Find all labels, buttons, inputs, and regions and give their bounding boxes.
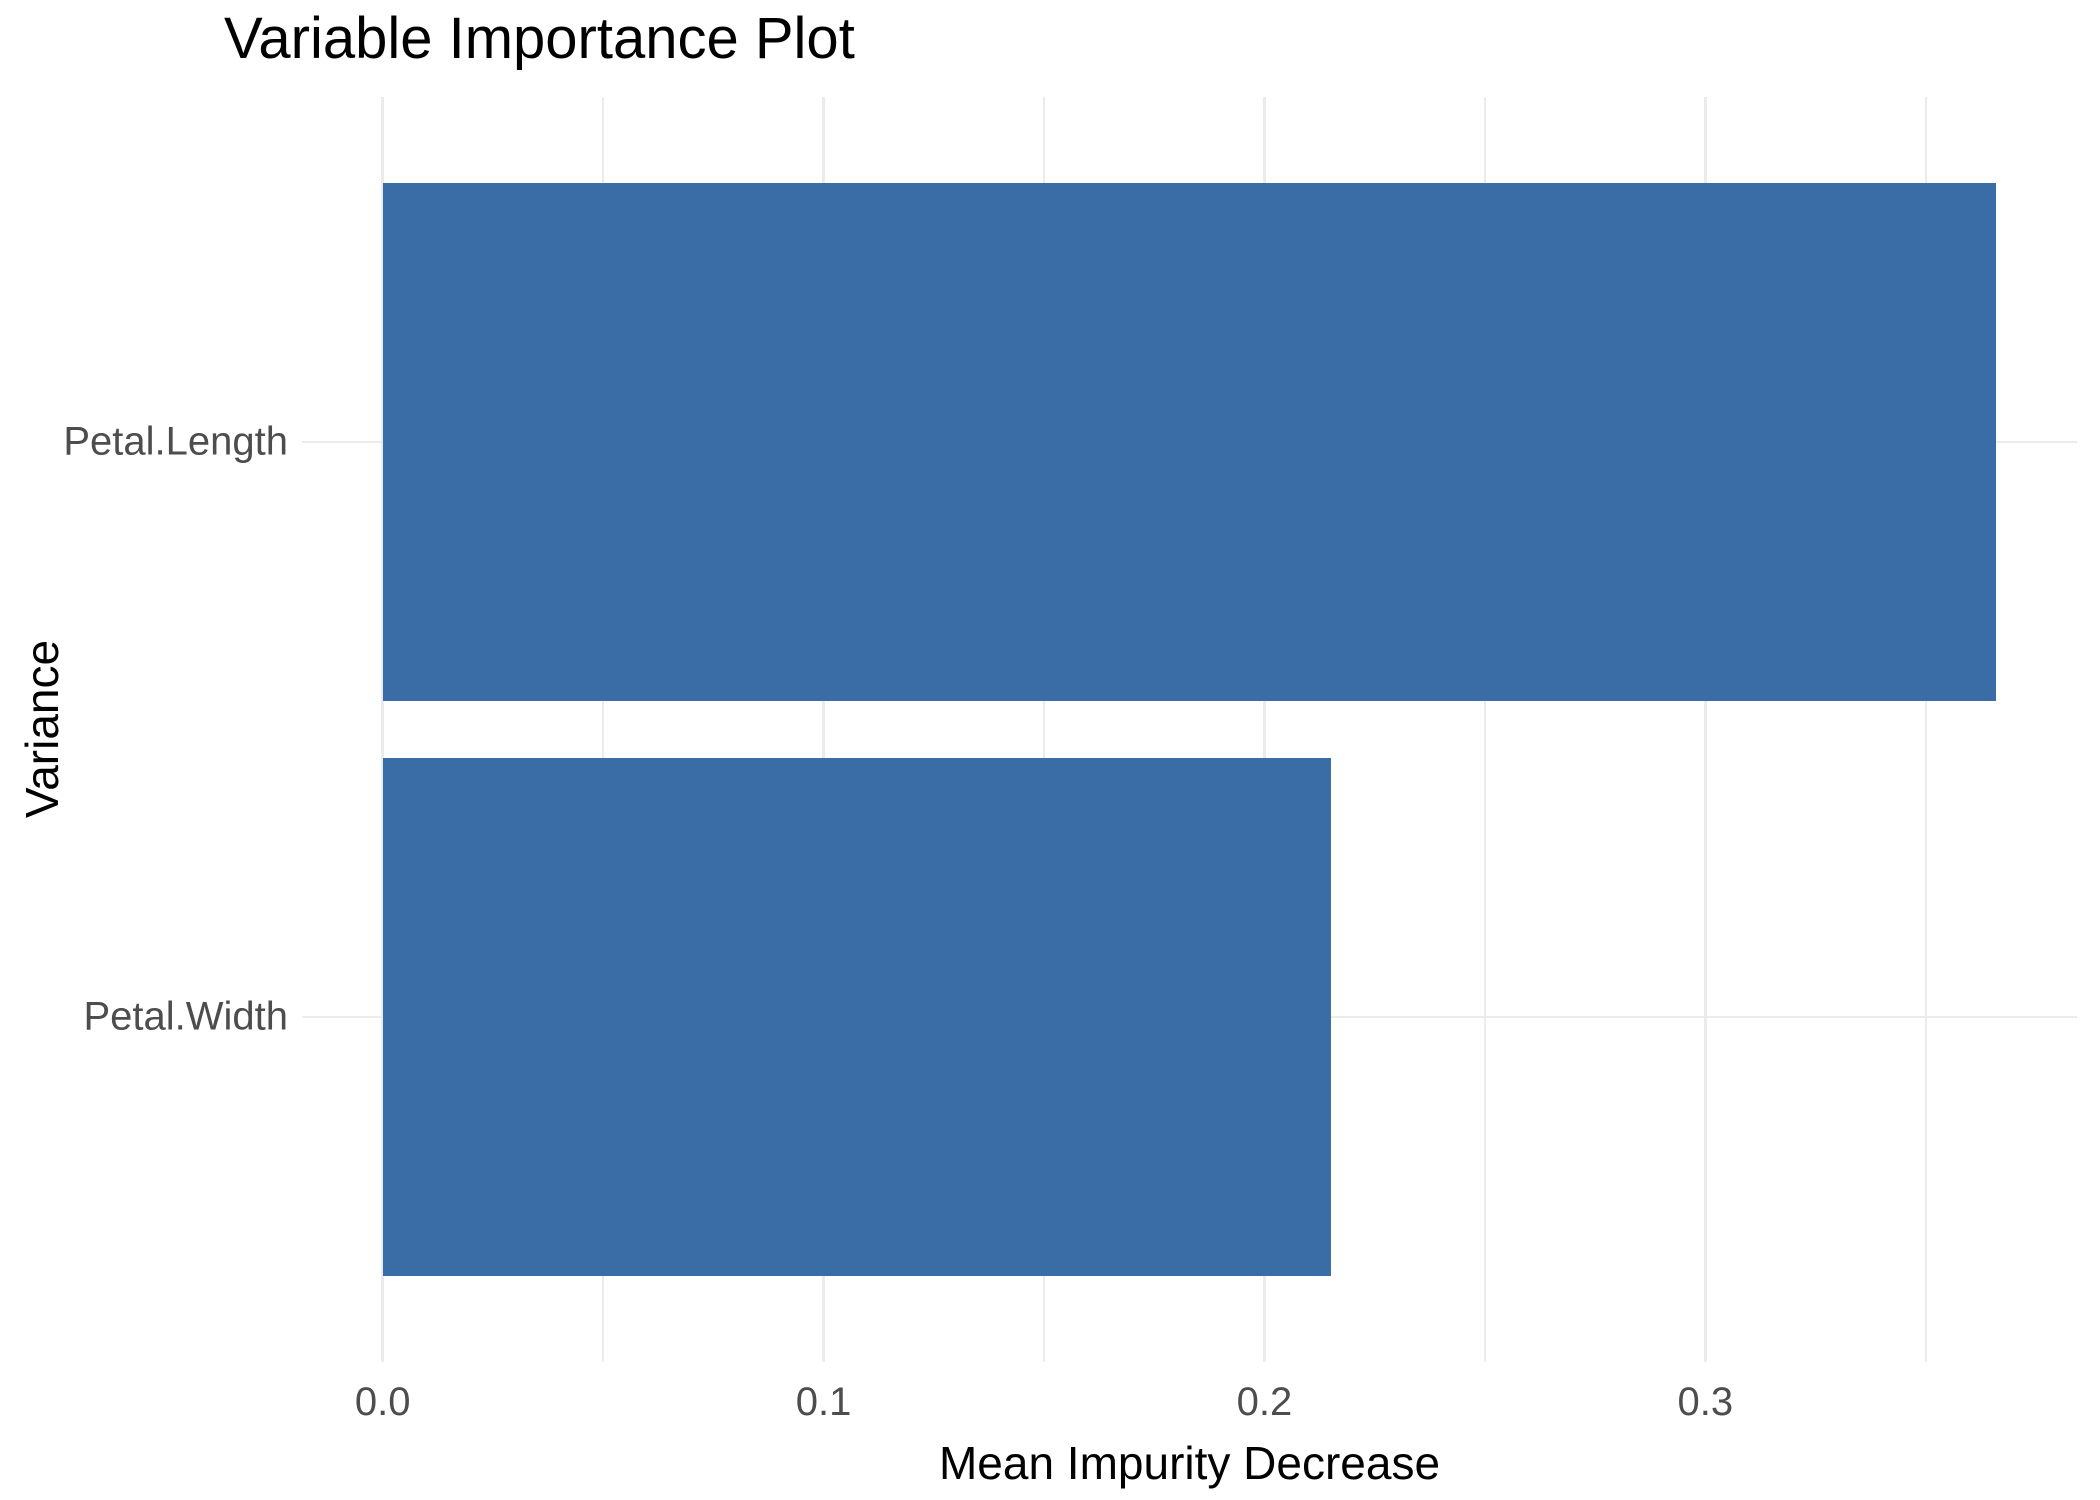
- x-tick-label: 0.2: [1236, 1380, 1293, 1424]
- gridline-vertical-major: [1704, 97, 1707, 1362]
- gridline-vertical-major: [1263, 97, 1266, 1362]
- gridline-vertical-minor: [602, 97, 605, 1362]
- chart-title: Variable Importance Plot: [224, 6, 855, 71]
- gridline-vertical-major: [381, 97, 384, 1362]
- bar-petal-length: [382, 183, 1997, 701]
- bar-petal-width: [382, 758, 1331, 1276]
- y-axis-title: Variance: [16, 639, 68, 819]
- x-tick-label: 0.3: [1677, 1380, 1734, 1424]
- y-category-label: Petal.Width: [83, 994, 288, 1039]
- gridline-vertical-major: [822, 97, 825, 1362]
- plot-panel: [302, 97, 2077, 1362]
- x-tick-label: 0.1: [795, 1380, 852, 1424]
- x-axis-title: Mean Impurity Decrease: [938, 1437, 1441, 1489]
- gridline-vertical-minor: [1483, 97, 1486, 1362]
- gridline-vertical-minor: [1043, 97, 1045, 1362]
- y-axis-category-labels: Petal.Length Petal.Width: [0, 97, 288, 1362]
- x-tick-label: 0.0: [354, 1380, 411, 1424]
- y-category-label: Petal.Length: [63, 419, 288, 464]
- gridline-vertical-minor: [1924, 97, 1927, 1362]
